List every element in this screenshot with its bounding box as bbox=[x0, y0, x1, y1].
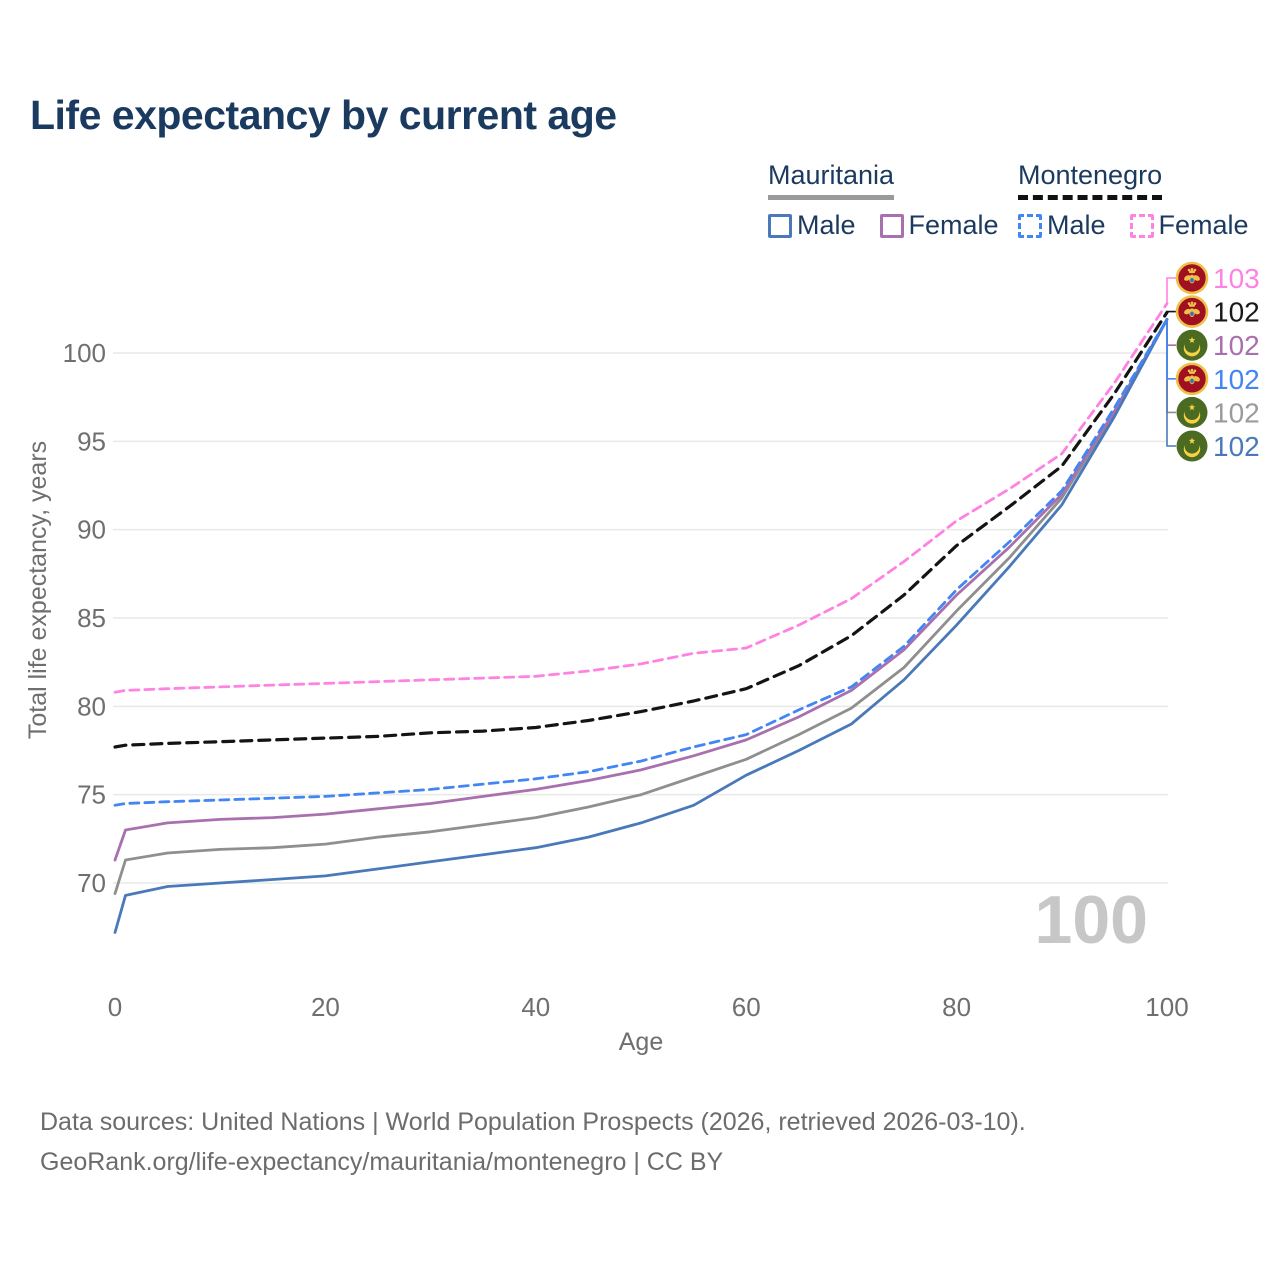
age-watermark: 100 bbox=[1035, 882, 1148, 958]
data-sources-note: Data sources: United Nations | World Pop… bbox=[40, 1108, 1026, 1136]
y-tick-label: 100 bbox=[63, 338, 106, 368]
crown-icon bbox=[1189, 371, 1195, 374]
star-icon bbox=[1188, 404, 1196, 411]
x-tick-label: 20 bbox=[311, 992, 340, 1022]
shield-icon bbox=[1190, 278, 1194, 283]
y-tick-label: 80 bbox=[77, 691, 106, 721]
eagle-wing-icon bbox=[1184, 308, 1191, 315]
star-icon bbox=[1188, 336, 1196, 343]
end-leader-mauritania-female bbox=[1166, 319, 1176, 347]
end-value-label-montenegro-male: 102 bbox=[1213, 364, 1260, 395]
end-value-label-montenegro-female: 103 bbox=[1213, 263, 1260, 294]
legend-item-montenegro-male[interactable]: Male bbox=[1018, 210, 1106, 241]
series-line-montenegro-male[interactable] bbox=[113, 317, 1169, 807]
crown-dot bbox=[1193, 302, 1197, 305]
mauritania-male-swatch-icon bbox=[768, 213, 792, 238]
legend-item-montenegro-female[interactable]: Female bbox=[1129, 210, 1249, 241]
x-tick-label: 0 bbox=[108, 992, 122, 1022]
series-line-montenegro-female[interactable] bbox=[113, 302, 1169, 694]
legend-item-mauritania-female[interactable]: Female bbox=[879, 210, 999, 241]
legend-group-mauritania: Mauritania Male Female bbox=[768, 160, 1023, 241]
y-tick-label: 75 bbox=[77, 780, 106, 810]
x-tick-label: 80 bbox=[942, 992, 971, 1022]
crown-dot bbox=[1190, 301, 1194, 305]
end-leader-mauritania-male bbox=[1166, 319, 1176, 447]
end-leader-montenegro-both bbox=[1166, 310, 1176, 313]
crown-icon bbox=[1189, 270, 1195, 274]
legend-group-montenegro: Montenegro Male Female bbox=[1018, 160, 1273, 241]
crown-dot bbox=[1190, 368, 1194, 372]
end-value-label-mauritania-female: 102 bbox=[1213, 330, 1260, 361]
montenegro-male-swatch-icon bbox=[1018, 213, 1042, 238]
series-line-mauritania-both[interactable] bbox=[113, 317, 1169, 895]
montenegro-female-swatch-icon bbox=[1129, 213, 1154, 238]
crown-dot bbox=[1190, 267, 1194, 271]
crown-dot bbox=[1187, 302, 1191, 305]
legend-item-mauritania-male[interactable]: Male bbox=[768, 210, 856, 241]
y-axis-title: Total life expectancy, years bbox=[24, 441, 52, 739]
chart-legend: Mauritania Male Female Montenegro Male bbox=[0, 160, 1280, 250]
y-tick-label: 70 bbox=[77, 868, 106, 898]
crown-dot bbox=[1187, 268, 1191, 272]
crescent-mask bbox=[1184, 405, 1200, 420]
eagle-wing-icon bbox=[1184, 376, 1191, 382]
page-title: Life expectancy by current age bbox=[30, 92, 617, 138]
crown-icon bbox=[1189, 304, 1195, 307]
crescent-mask bbox=[1184, 438, 1200, 454]
y-tick-label: 95 bbox=[77, 426, 106, 456]
crescent-mask bbox=[1184, 338, 1200, 353]
x-tick-label: 40 bbox=[521, 992, 550, 1022]
end-value-label-mauritania-male: 102 bbox=[1213, 431, 1260, 462]
x-tick-label: 60 bbox=[732, 992, 761, 1022]
attribution-note: GeoRank.org/life-expectancy/mauritania/m… bbox=[40, 1148, 724, 1176]
end-value-label-montenegro-both: 102 bbox=[1213, 297, 1260, 328]
series-line-mauritania-female[interactable] bbox=[113, 317, 1169, 862]
end-value-label-mauritania-both: 102 bbox=[1213, 397, 1260, 428]
legend-country-montenegro[interactable]: Montenegro bbox=[1018, 160, 1163, 200]
x-tick-label: 100 bbox=[1145, 992, 1188, 1022]
star-icon bbox=[1188, 437, 1196, 444]
crown-dot bbox=[1193, 369, 1197, 373]
eagle-wing-icon bbox=[1184, 275, 1191, 281]
mauritania-female-swatch-icon bbox=[879, 213, 904, 238]
eagle-wing-icon bbox=[1193, 376, 1200, 382]
series-line-mauritania-male[interactable] bbox=[113, 317, 1169, 934]
end-leader-montenegro-female bbox=[1166, 277, 1176, 304]
legend-country-mauritania[interactable]: Mauritania bbox=[768, 160, 895, 200]
y-tick-label: 90 bbox=[77, 515, 106, 545]
y-tick-label: 85 bbox=[77, 603, 106, 633]
end-leader-montenegro-male bbox=[1166, 319, 1176, 380]
eagle-wing-icon bbox=[1193, 275, 1200, 281]
x-axis-title: Age bbox=[619, 1028, 663, 1056]
shield-icon bbox=[1190, 311, 1194, 316]
eagle-wing-icon bbox=[1193, 308, 1200, 315]
end-leader-mauritania-both bbox=[1166, 319, 1176, 414]
crown-dot bbox=[1187, 369, 1191, 373]
shield-icon bbox=[1190, 378, 1194, 384]
series-line-montenegro-both[interactable] bbox=[113, 310, 1169, 749]
crown-dot bbox=[1193, 268, 1197, 272]
